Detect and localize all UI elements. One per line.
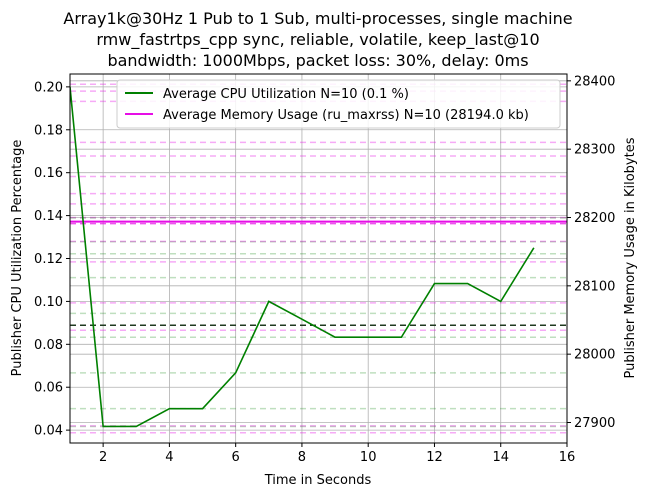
- x-axis-ticks: 2 4 6 8 10 12 14 16: [99, 443, 575, 465]
- left-tick-label: 0.04: [34, 424, 63, 439]
- x-tick-label: 8: [298, 450, 306, 465]
- x-tick-label: 2: [99, 450, 107, 465]
- x-tick-label: 4: [165, 450, 173, 465]
- right-tick-label: 28200: [574, 211, 615, 226]
- chart-title-line-3: bandwidth: 1000Mbps, packet loss: 30%, d…: [107, 51, 528, 70]
- series-layer: [70, 86, 567, 428]
- legend: Average CPU Utilization N=10 (0.1 %) Ave…: [116, 79, 561, 129]
- left-axis-ticks: 0.04 0.06 0.08 0.10 0.12 0.14 0.16 0.18 0.20: [34, 80, 70, 439]
- legend-label-cpu: Average CPU Utilization N=10 (0.1 %): [163, 87, 409, 102]
- legend-label-memory: Average Memory Usage (ru_maxrss) N=10 (2…: [163, 108, 529, 123]
- right-tick-label: 28100: [574, 279, 615, 294]
- left-tick-label: 0.18: [34, 123, 63, 138]
- right-axis-ticks: 27900 28000 28100 28200 28300 28400: [567, 74, 615, 431]
- chart-title-line-2: rmw_fastrtps_cpp sync, reliable, volatil…: [96, 30, 539, 50]
- left-tick-label: 0.16: [34, 166, 63, 181]
- left-tick-label: 0.10: [34, 295, 63, 310]
- x-tick-label: 10: [360, 450, 377, 465]
- x-tick-label: 16: [559, 450, 576, 465]
- left-tick-label: 0.12: [34, 252, 63, 267]
- left-tick-label: 0.14: [34, 209, 63, 224]
- left-tick-label: 0.06: [34, 381, 63, 396]
- left-axis-label: Publisher CPU Utilization Percentage: [10, 140, 25, 377]
- left-tick-label: 0.20: [34, 80, 63, 95]
- chart-title: Array1k@30Hz 1 Pub to 1 Sub, multi-proce…: [63, 9, 572, 70]
- grid-layer: [70, 74, 567, 443]
- right-tick-label: 28000: [574, 348, 615, 363]
- x-tick-label: 14: [492, 450, 509, 465]
- right-axis-label: Publisher Memory Usage in Kilobytes: [623, 137, 638, 378]
- x-axis-label: Time in Seconds: [264, 473, 372, 488]
- left-tick-label: 0.08: [34, 338, 63, 353]
- right-tick-label: 28400: [574, 74, 615, 89]
- x-tick-label: 12: [426, 450, 443, 465]
- series-line-cpu: [70, 86, 535, 428]
- x-tick-label: 6: [232, 450, 240, 465]
- right-tick-label: 27900: [574, 416, 615, 431]
- right-tick-label: 28300: [574, 143, 615, 158]
- legend-box: [116, 79, 561, 129]
- chart-title-line-1: Array1k@30Hz 1 Pub to 1 Sub, multi-proce…: [63, 9, 572, 28]
